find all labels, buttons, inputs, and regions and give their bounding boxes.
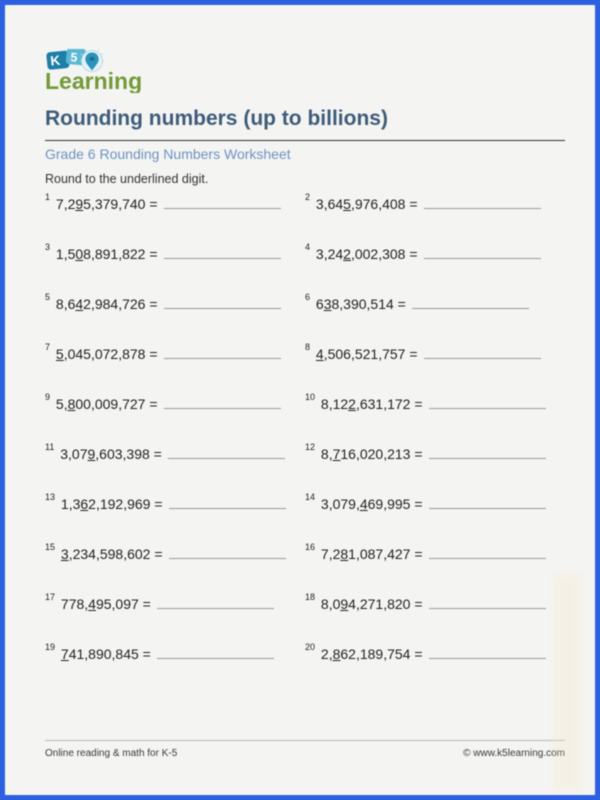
- svg-text:K: K: [50, 53, 62, 69]
- svg-text:5: 5: [70, 50, 78, 65]
